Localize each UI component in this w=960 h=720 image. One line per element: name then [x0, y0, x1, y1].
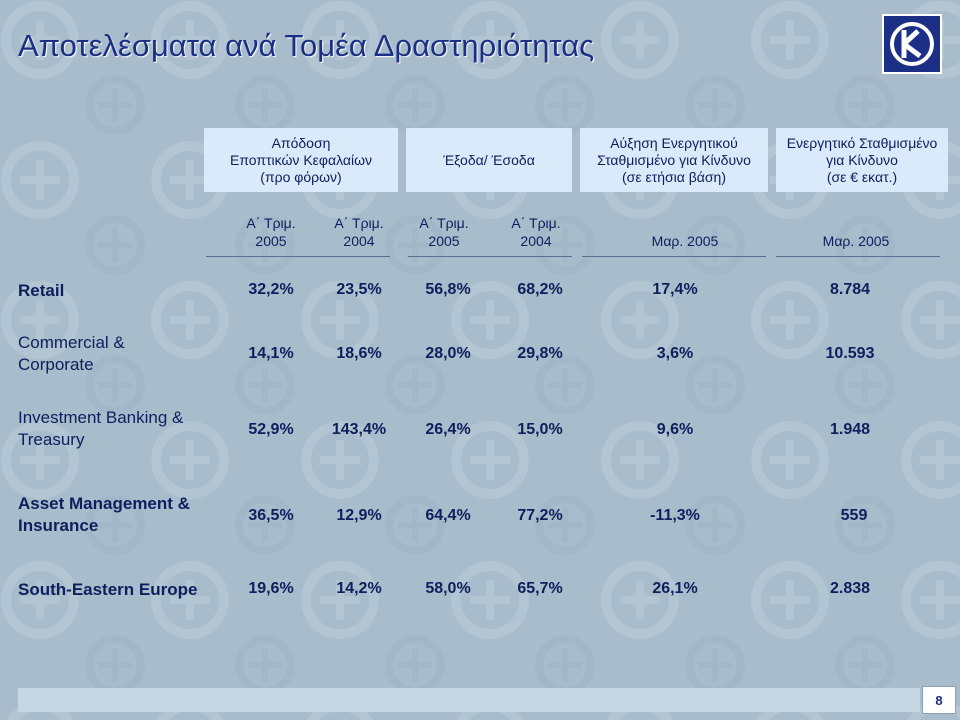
table-cell: 65,7%: [517, 580, 563, 597]
table-cell: 143,4%: [331, 421, 387, 438]
header-cost-income: Έξοδα/ Έσοδα: [406, 128, 572, 192]
table-cell: 29,8%: [517, 345, 563, 362]
row-label-investment-banking: Investment Banking & Treasury: [18, 408, 184, 449]
subheader-q1-2004-b: Α΄ Τριμ. 2004: [511, 215, 561, 249]
table-cell: 26,1%: [652, 580, 698, 597]
table-cell: 8.784: [829, 281, 871, 298]
header-underline: [408, 256, 572, 257]
header-return-on-capital: Απόδοση Εποπτικών Κεφαλαίων (προ φόρων): [204, 128, 398, 192]
table-cell: 68,2%: [517, 281, 563, 298]
table-cell: 64,4%: [425, 507, 471, 524]
page-title: Αποτελέσματα ανά Τομέα Δραστηριότητας: [18, 28, 595, 63]
table-cell: 12,9%: [336, 507, 382, 524]
table-cell: 559: [840, 507, 868, 524]
table-cell: 23,5%: [336, 281, 382, 298]
table-cell: 17,4%: [652, 281, 698, 298]
footer-bar: [18, 688, 920, 712]
table-cell: 14,2%: [336, 580, 382, 597]
row-label-south-eastern-europe: South-Eastern Europe: [18, 580, 198, 599]
alpha-bank-logo-icon: [882, 14, 942, 74]
subheader-q1-2005-a: Α΄ Τριμ. 2005: [246, 215, 296, 249]
header-underline: [582, 256, 766, 257]
subheader-mar-2005-b: Μαρ. 2005: [822, 233, 890, 249]
subheader-q1-2004-a: Α΄ Τριμ. 2004: [334, 215, 384, 249]
table-cell: 56,8%: [425, 281, 471, 298]
table-cell: 1.948: [829, 421, 871, 438]
page-number: 8: [922, 686, 956, 714]
table-cell: 26,4%: [425, 421, 471, 438]
table-cell: 32,2%: [248, 281, 294, 298]
table-cell: 10.593: [825, 345, 875, 362]
header-rwa: Ενεργητικό Σταθμισμένο για Κίνδυνο (σε €…: [776, 128, 948, 192]
row-label-asset-management: Asset Management & Insurance: [18, 494, 190, 535]
header-underline: [776, 256, 940, 257]
table-cell: 3,6%: [656, 345, 694, 362]
table-cell: 52,9%: [248, 421, 294, 438]
table-cell: -11,3%: [650, 507, 700, 524]
subheader-mar-2005-a: Μαρ. 2005: [651, 233, 719, 249]
table-cell: 15,0%: [517, 421, 563, 438]
table-cell: 77,2%: [517, 507, 563, 524]
row-label-commercial-corporate: Commercial & Corporate: [18, 333, 125, 374]
row-label-retail: Retail: [18, 281, 65, 300]
header-rwa-growth: Αύξηση Ενεργητικού Σταθμισμένο για Κίνδυ…: [580, 128, 768, 192]
table-cell: 19,6%: [248, 580, 294, 597]
table-cell: 36,5%: [248, 507, 294, 524]
header-underline: [206, 256, 390, 257]
table-cell: 18,6%: [336, 345, 382, 362]
table-cell: 28,0%: [425, 345, 471, 362]
table-cell: 14,1%: [248, 345, 294, 362]
table-cell: 9,6%: [656, 421, 694, 438]
table-cell: 2.838: [829, 580, 871, 597]
table-cell: 58,0%: [425, 580, 471, 597]
subheader-q1-2005-b: Α΄ Τριμ. 2005: [419, 215, 469, 249]
